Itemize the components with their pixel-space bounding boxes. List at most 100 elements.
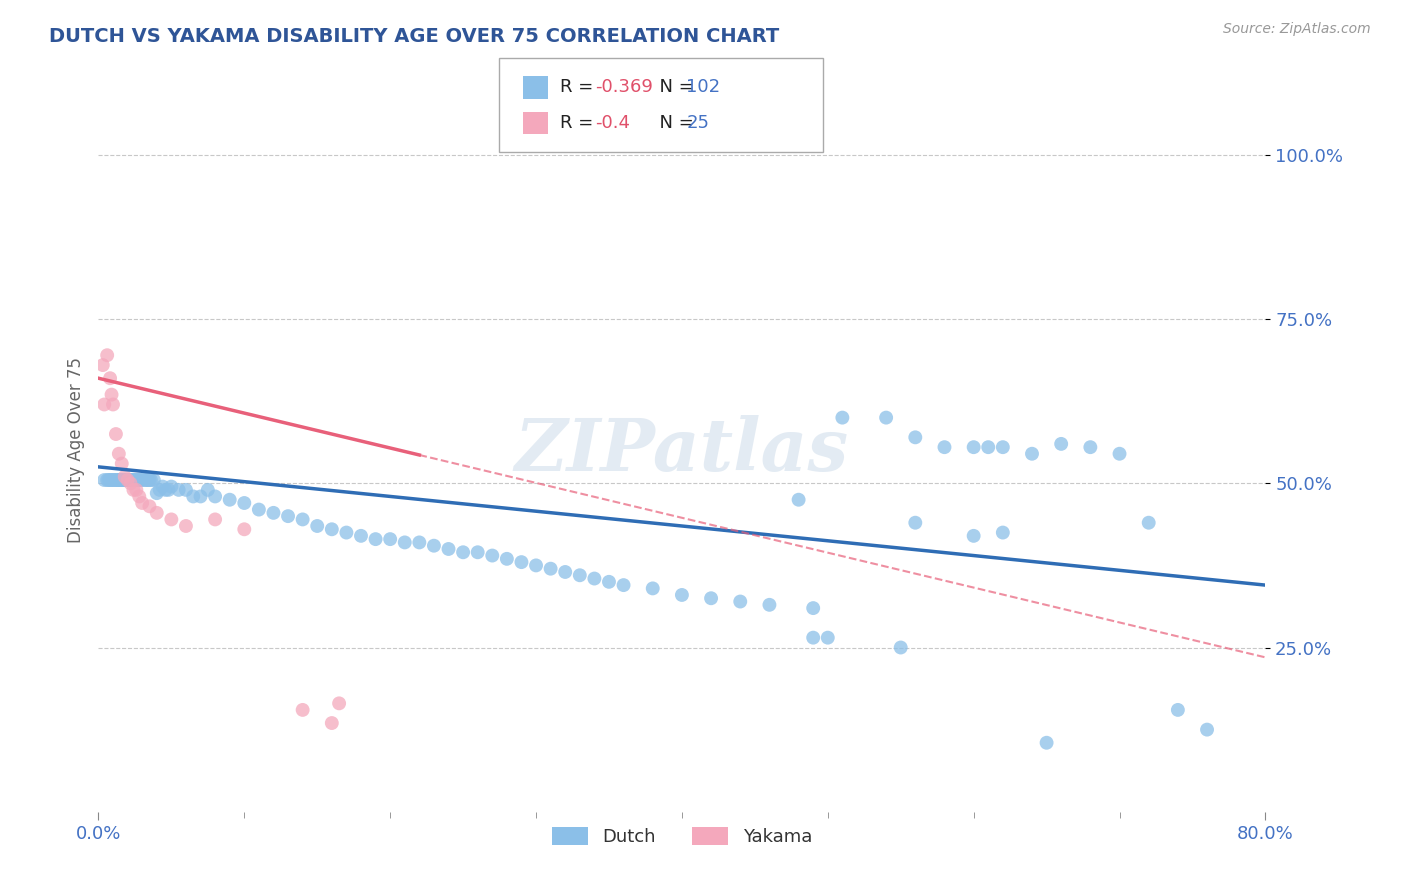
Legend: Dutch, Yakama: Dutch, Yakama [544,820,820,854]
Point [112,473,135,487]
Point [817,631,839,645]
Text: R =: R = [560,114,599,132]
Point [554,565,576,579]
Point [510,555,533,569]
Point [801,601,824,615]
Point [758,598,780,612]
Point [146,486,169,500]
Point [114,473,136,487]
Point [124,473,146,487]
Point [291,512,314,526]
Text: 102: 102 [686,78,720,96]
Point [962,529,984,543]
Point [524,558,547,573]
Point [598,574,620,589]
Point [121,473,143,487]
Point [160,512,183,526]
Point [117,473,139,487]
Point [335,525,357,540]
Point [152,480,174,494]
Point [1195,723,1218,737]
Point [408,535,430,549]
Point [787,492,810,507]
Point [149,483,172,497]
Point [568,568,591,582]
Point [98,473,121,487]
Point [671,588,693,602]
Text: N =: N = [648,114,700,132]
Point [934,440,956,454]
Point [98,371,121,385]
Text: -0.4: -0.4 [595,114,630,132]
Point [350,529,373,543]
Point [146,506,169,520]
Point [641,582,664,596]
Point [138,473,160,487]
Point [125,483,148,497]
Text: R =: R = [560,78,599,96]
Point [111,457,134,471]
Point [91,358,114,372]
Text: ZIPatlas: ZIPatlas [515,415,849,486]
Point [122,473,145,487]
Point [307,519,329,533]
Point [103,473,125,487]
Point [96,473,118,487]
Point [962,440,984,454]
Point [875,410,897,425]
Point [108,447,131,461]
Y-axis label: Disability Age Over 75: Disability Age Over 75 [66,358,84,543]
Point [204,490,226,504]
Point [142,473,165,487]
Point [97,473,120,487]
Point [110,473,132,487]
Point [174,519,197,533]
Point [134,473,156,487]
Text: -0.369: -0.369 [595,78,652,96]
Point [801,631,824,645]
Text: N =: N = [648,78,700,96]
Point [131,473,153,487]
Point [991,525,1014,540]
Point [437,541,460,556]
Text: DUTCH VS YAKAMA DISABILITY AGE OVER 75 CORRELATION CHART: DUTCH VS YAKAMA DISABILITY AGE OVER 75 C… [49,27,779,45]
Point [890,640,912,655]
Point [118,473,141,487]
Point [321,522,343,536]
Point [1137,516,1160,530]
Point [904,430,927,444]
Point [700,591,723,606]
Point [977,440,1000,454]
Point [138,500,160,514]
Point [262,506,284,520]
Point [114,469,136,483]
Point [128,490,150,504]
Point [1035,736,1057,750]
Point [167,483,190,497]
Point [831,410,853,425]
Point [174,483,197,497]
Point [496,551,519,566]
Point [247,502,270,516]
Point [1021,447,1043,461]
Point [181,490,204,504]
Point [128,473,150,487]
Point [467,545,489,559]
Point [100,387,122,401]
Point [110,473,132,487]
Point [155,483,177,497]
Point [100,473,122,487]
Point [190,490,212,504]
Point [321,716,343,731]
Point [139,473,162,487]
Point [218,492,240,507]
Point [101,397,124,411]
Point [111,473,134,487]
Point [104,427,127,442]
Point [394,535,416,549]
Point [157,483,180,497]
Point [328,696,350,710]
Point [93,397,115,411]
Point [1167,703,1189,717]
Point [991,440,1014,454]
